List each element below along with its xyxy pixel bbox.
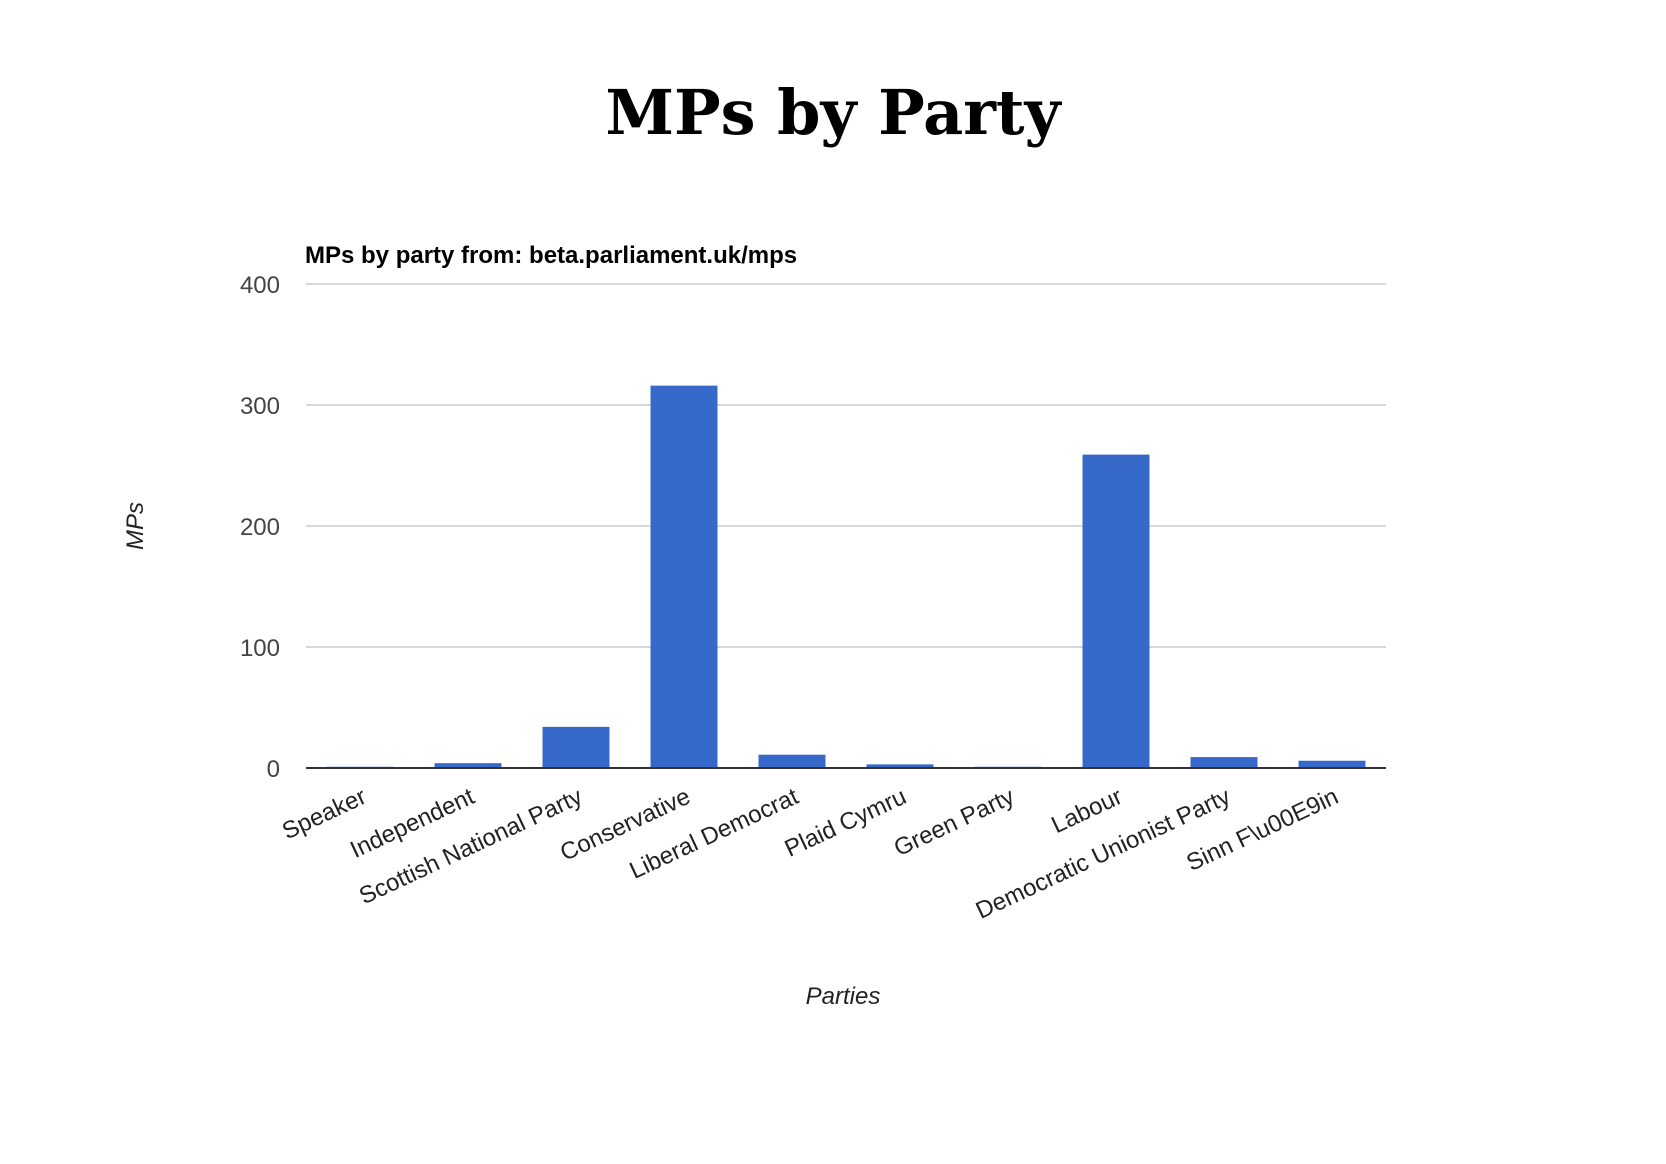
x-tick-label: Plaid Cymru [781, 783, 911, 863]
bar-labour[interactable] [1082, 454, 1150, 768]
bar-liberal-democrat[interactable] [758, 754, 826, 768]
page-title: MPs by Party [605, 76, 1061, 149]
bar-scottish-national-party[interactable] [542, 726, 610, 768]
x-axis-label: Parties [806, 983, 881, 1010]
y-tick-label: 0 [267, 756, 280, 783]
x-tick-label: Green Party [890, 783, 1019, 862]
y-tick-label: 400 [240, 272, 280, 299]
gridlines [306, 283, 1386, 648]
chart-title: MPs by party from: beta.parliament.uk/mp… [305, 242, 797, 269]
y-axis-ticks: 0 100 200 300 400 [240, 272, 280, 783]
bar-conservative[interactable] [650, 385, 718, 768]
bar-independent[interactable] [434, 763, 502, 768]
x-tick-label: Labour [1047, 783, 1126, 839]
y-tick-label: 200 [240, 514, 280, 541]
bar-plaid-cymru[interactable] [866, 764, 934, 768]
y-tick-label: 100 [240, 635, 280, 662]
y-tick-label: 300 [240, 393, 280, 420]
bar-democratic-unionist-party[interactable] [1190, 757, 1258, 768]
y-axis-label: MPs [122, 502, 149, 550]
bars [326, 385, 1366, 768]
bar-sinn-f-u00e9in[interactable] [1298, 760, 1366, 768]
